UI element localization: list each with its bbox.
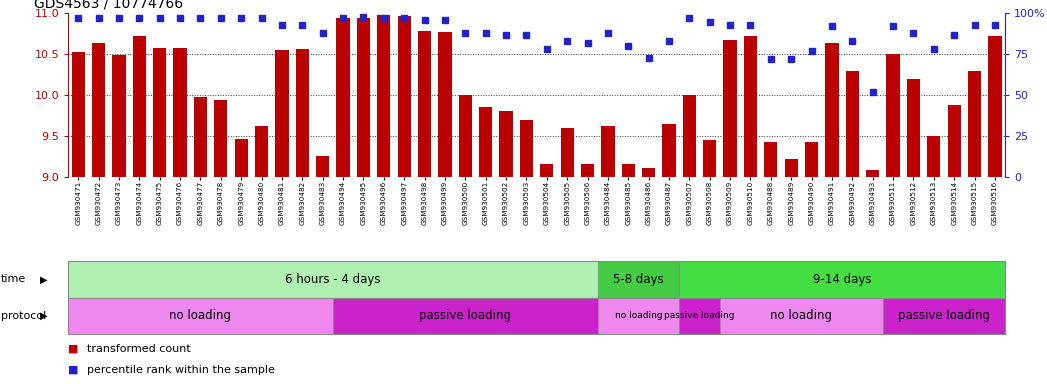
Bar (846, 71, 859, 177)
Bar (68, 261, 598, 298)
Bar (92, 43, 106, 177)
Bar (622, 164, 634, 177)
Bar (439, 32, 451, 177)
Bar (663, 124, 675, 177)
Bar (680, 261, 1005, 298)
Bar (174, 48, 186, 177)
Bar (967, 71, 981, 177)
Text: no loading: no loading (615, 311, 663, 320)
Bar (68, 298, 333, 334)
Bar (988, 36, 1002, 177)
Bar (499, 111, 513, 177)
Bar (357, 18, 370, 177)
Bar (723, 40, 737, 177)
Bar (194, 97, 207, 177)
Bar (316, 156, 330, 177)
Bar (235, 139, 248, 177)
Text: ■: ■ (68, 365, 82, 375)
Bar (887, 54, 899, 177)
Bar (133, 36, 146, 177)
Bar (907, 79, 920, 177)
Bar (805, 142, 818, 177)
Bar (928, 136, 940, 177)
Bar (581, 164, 594, 177)
Bar (418, 31, 431, 177)
Bar (519, 120, 533, 177)
Bar (680, 298, 720, 334)
Bar (704, 140, 716, 177)
Text: transformed count: transformed count (87, 344, 191, 354)
Text: passive loading: passive loading (898, 310, 990, 322)
Text: 9-14 days: 9-14 days (812, 273, 871, 286)
Bar (215, 100, 227, 177)
Bar (743, 36, 757, 177)
Text: no loading: no loading (170, 310, 231, 322)
Bar (336, 18, 350, 177)
Bar (560, 127, 574, 177)
Bar (883, 298, 1005, 334)
Text: ▶: ▶ (40, 311, 47, 321)
Bar (866, 170, 879, 177)
Bar (295, 48, 309, 177)
Bar (948, 105, 961, 177)
Bar (601, 126, 615, 177)
Bar (398, 16, 410, 177)
Text: percentile rank within the sample: percentile rank within the sample (87, 365, 274, 375)
Text: GDS4563 / 10774766: GDS4563 / 10774766 (34, 0, 183, 11)
Bar (255, 126, 268, 177)
Bar (333, 298, 598, 334)
Bar (784, 159, 798, 177)
Text: ▶: ▶ (40, 274, 47, 285)
Bar (598, 298, 680, 334)
Text: 5-8 days: 5-8 days (614, 273, 664, 286)
Bar (112, 55, 126, 177)
Text: passive loading: passive loading (664, 311, 735, 320)
Text: time: time (1, 274, 26, 285)
Bar (377, 15, 391, 177)
Bar (480, 107, 492, 177)
Bar (764, 142, 778, 177)
Bar (153, 48, 166, 177)
Bar (642, 169, 655, 177)
Bar (598, 261, 680, 298)
Text: passive loading: passive loading (419, 310, 511, 322)
Text: protocol: protocol (1, 311, 46, 321)
Text: no loading: no loading (771, 310, 832, 322)
Text: 6 hours - 4 days: 6 hours - 4 days (285, 273, 381, 286)
Bar (540, 164, 554, 177)
Bar (683, 95, 696, 177)
Text: ■: ■ (68, 344, 82, 354)
Bar (459, 95, 472, 177)
Bar (825, 43, 839, 177)
Bar (275, 50, 289, 177)
Bar (720, 298, 883, 334)
Bar (71, 52, 85, 177)
